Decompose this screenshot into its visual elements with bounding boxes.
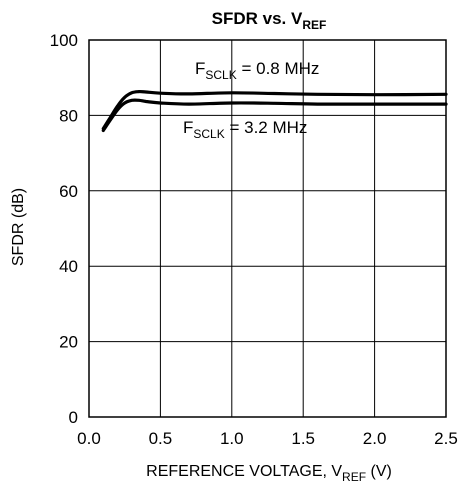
x-tick-label-0.0: 0.0 (77, 429, 101, 448)
x-tick-labels: 0.0 0.5 1.0 1.5 2.0 2.5 (77, 429, 458, 448)
chart-title-main: SFDR vs. V (212, 9, 303, 28)
series-label-0.8mhz: FSCLK = 0.8 MHz (195, 59, 319, 82)
series-label-3.2mhz: FSCLK = 3.2 MHz (183, 118, 307, 141)
y-tick-label-20: 20 (59, 333, 78, 352)
y-tick-label-80: 80 (59, 106, 78, 125)
x-tick-label-0.5: 0.5 (149, 429, 173, 448)
x-axis-label-main: REFERENCE VOLTAGE, V (146, 463, 342, 480)
chart-title-subscript: REF (302, 18, 326, 32)
x-tick-label-1.5: 1.5 (291, 429, 315, 448)
y-axis-label: SFDR (dB) (10, 188, 27, 266)
x-tick-label-1.0: 1.0 (220, 429, 244, 448)
series-line-0.8mhz (101, 89, 448, 131)
y-tick-label-60: 60 (59, 182, 78, 201)
chart-title: SFDR vs. VREF (212, 9, 327, 32)
x-axis-label-subscript: REF (342, 470, 366, 484)
y-tick-label-40: 40 (59, 257, 78, 276)
series-lines (101, 89, 448, 133)
y-tick-labels: 0 20 40 60 80 100 (50, 31, 78, 427)
grid-lines (88, 39, 447, 418)
series-line-3.2mhz (101, 98, 448, 133)
x-tick-label-2.5: 2.5 (434, 429, 458, 448)
x-axis-label: REFERENCE VOLTAGE, VREF (V) (146, 463, 392, 484)
x-axis-label-suffix: (V) (366, 463, 392, 480)
y-tick-label-0: 0 (69, 408, 78, 427)
y-tick-label-100: 100 (50, 31, 78, 50)
plot-frame (88, 39, 447, 418)
x-tick-label-2.0: 2.0 (363, 429, 387, 448)
